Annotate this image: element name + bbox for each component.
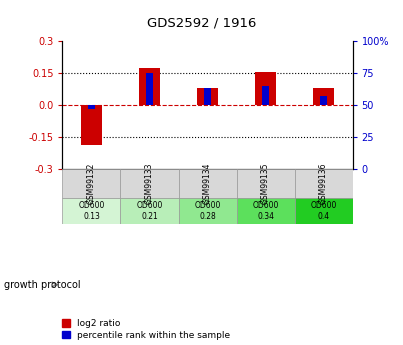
Text: GSM99135: GSM99135: [261, 162, 270, 204]
Text: GSM99134: GSM99134: [203, 162, 212, 204]
Text: GSM99136: GSM99136: [319, 162, 328, 204]
Bar: [320, 96, 327, 105]
Bar: [237, 169, 295, 198]
Bar: [262, 86, 269, 105]
Bar: [146, 73, 153, 105]
Bar: [120, 169, 179, 198]
Text: OD600
0.13: OD600 0.13: [78, 201, 105, 220]
Bar: [256, 72, 276, 105]
Bar: [179, 169, 237, 198]
Bar: [197, 88, 218, 105]
Bar: [139, 68, 160, 105]
Bar: [204, 88, 211, 105]
Text: OD600
0.28: OD600 0.28: [194, 201, 221, 220]
Bar: [120, 198, 179, 224]
Bar: [237, 198, 295, 224]
Bar: [81, 105, 102, 145]
Bar: [62, 198, 120, 224]
Text: GSM99132: GSM99132: [87, 162, 96, 204]
Bar: [295, 198, 353, 224]
Text: GDS2592 / 1916: GDS2592 / 1916: [147, 16, 256, 29]
Bar: [314, 88, 334, 105]
Text: GSM99133: GSM99133: [145, 162, 154, 204]
Text: OD600
0.21: OD600 0.21: [136, 201, 163, 220]
Bar: [88, 105, 95, 109]
Bar: [295, 169, 353, 198]
Text: OD600
0.4: OD600 0.4: [310, 201, 337, 220]
Text: OD600
0.34: OD600 0.34: [252, 201, 279, 220]
Text: growth protocol: growth protocol: [4, 280, 81, 289]
Bar: [62, 169, 120, 198]
Bar: [179, 198, 237, 224]
Legend: log2 ratio, percentile rank within the sample: log2 ratio, percentile rank within the s…: [61, 318, 231, 341]
